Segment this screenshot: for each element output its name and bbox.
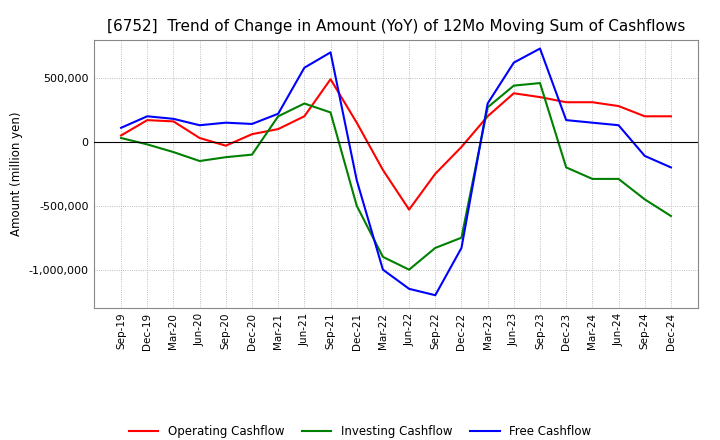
- Operating Cashflow: [405, 207, 413, 212]
- Free Cashflow: [352, 178, 361, 183]
- Operating Cashflow: [614, 103, 623, 109]
- Title: [6752]  Trend of Change in Amount (YoY) of 12Mo Moving Sum of Cashflows: [6752] Trend of Change in Amount (YoY) o…: [107, 19, 685, 34]
- Investing Cashflow: [248, 152, 256, 157]
- Operating Cashflow: [300, 114, 309, 119]
- Investing Cashflow: [169, 150, 178, 155]
- Free Cashflow: [640, 153, 649, 158]
- Operating Cashflow: [640, 114, 649, 119]
- Free Cashflow: [536, 46, 544, 51]
- Free Cashflow: [300, 65, 309, 70]
- Investing Cashflow: [667, 213, 675, 219]
- Free Cashflow: [274, 111, 282, 116]
- Free Cashflow: [379, 267, 387, 272]
- Free Cashflow: [222, 120, 230, 125]
- Operating Cashflow: [457, 144, 466, 150]
- Line: Operating Cashflow: Operating Cashflow: [121, 79, 671, 209]
- Operating Cashflow: [667, 114, 675, 119]
- Operating Cashflow: [222, 143, 230, 148]
- Free Cashflow: [457, 245, 466, 250]
- Investing Cashflow: [195, 158, 204, 164]
- Free Cashflow: [614, 123, 623, 128]
- Investing Cashflow: [483, 105, 492, 110]
- Operating Cashflow: [248, 132, 256, 137]
- Operating Cashflow: [536, 95, 544, 100]
- Free Cashflow: [431, 293, 440, 298]
- Investing Cashflow: [640, 197, 649, 202]
- Line: Investing Cashflow: Investing Cashflow: [121, 83, 671, 270]
- Investing Cashflow: [352, 203, 361, 209]
- Free Cashflow: [483, 101, 492, 106]
- Investing Cashflow: [457, 235, 466, 240]
- Free Cashflow: [588, 120, 597, 125]
- Investing Cashflow: [536, 81, 544, 86]
- Operating Cashflow: [510, 91, 518, 96]
- Investing Cashflow: [274, 114, 282, 119]
- Operating Cashflow: [195, 136, 204, 141]
- Investing Cashflow: [614, 176, 623, 182]
- Investing Cashflow: [326, 110, 335, 115]
- Free Cashflow: [195, 123, 204, 128]
- Investing Cashflow: [431, 245, 440, 250]
- Operating Cashflow: [352, 120, 361, 125]
- Line: Free Cashflow: Free Cashflow: [121, 48, 671, 295]
- Operating Cashflow: [326, 77, 335, 82]
- Investing Cashflow: [562, 165, 570, 170]
- Free Cashflow: [117, 125, 125, 130]
- Operating Cashflow: [143, 117, 152, 123]
- Y-axis label: Amount (million yen): Amount (million yen): [10, 112, 23, 236]
- Operating Cashflow: [588, 99, 597, 105]
- Investing Cashflow: [300, 101, 309, 106]
- Free Cashflow: [405, 286, 413, 291]
- Operating Cashflow: [169, 119, 178, 124]
- Operating Cashflow: [117, 133, 125, 138]
- Operating Cashflow: [379, 167, 387, 172]
- Operating Cashflow: [483, 114, 492, 119]
- Free Cashflow: [326, 50, 335, 55]
- Free Cashflow: [562, 117, 570, 123]
- Investing Cashflow: [222, 154, 230, 160]
- Investing Cashflow: [510, 83, 518, 88]
- Investing Cashflow: [379, 254, 387, 260]
- Free Cashflow: [667, 165, 675, 170]
- Free Cashflow: [248, 121, 256, 127]
- Free Cashflow: [510, 60, 518, 65]
- Operating Cashflow: [431, 171, 440, 176]
- Investing Cashflow: [588, 176, 597, 182]
- Legend: Operating Cashflow, Investing Cashflow, Free Cashflow: Operating Cashflow, Investing Cashflow, …: [124, 421, 596, 440]
- Operating Cashflow: [274, 126, 282, 132]
- Free Cashflow: [169, 116, 178, 121]
- Investing Cashflow: [143, 142, 152, 147]
- Operating Cashflow: [562, 99, 570, 105]
- Free Cashflow: [143, 114, 152, 119]
- Investing Cashflow: [117, 136, 125, 141]
- Investing Cashflow: [405, 267, 413, 272]
